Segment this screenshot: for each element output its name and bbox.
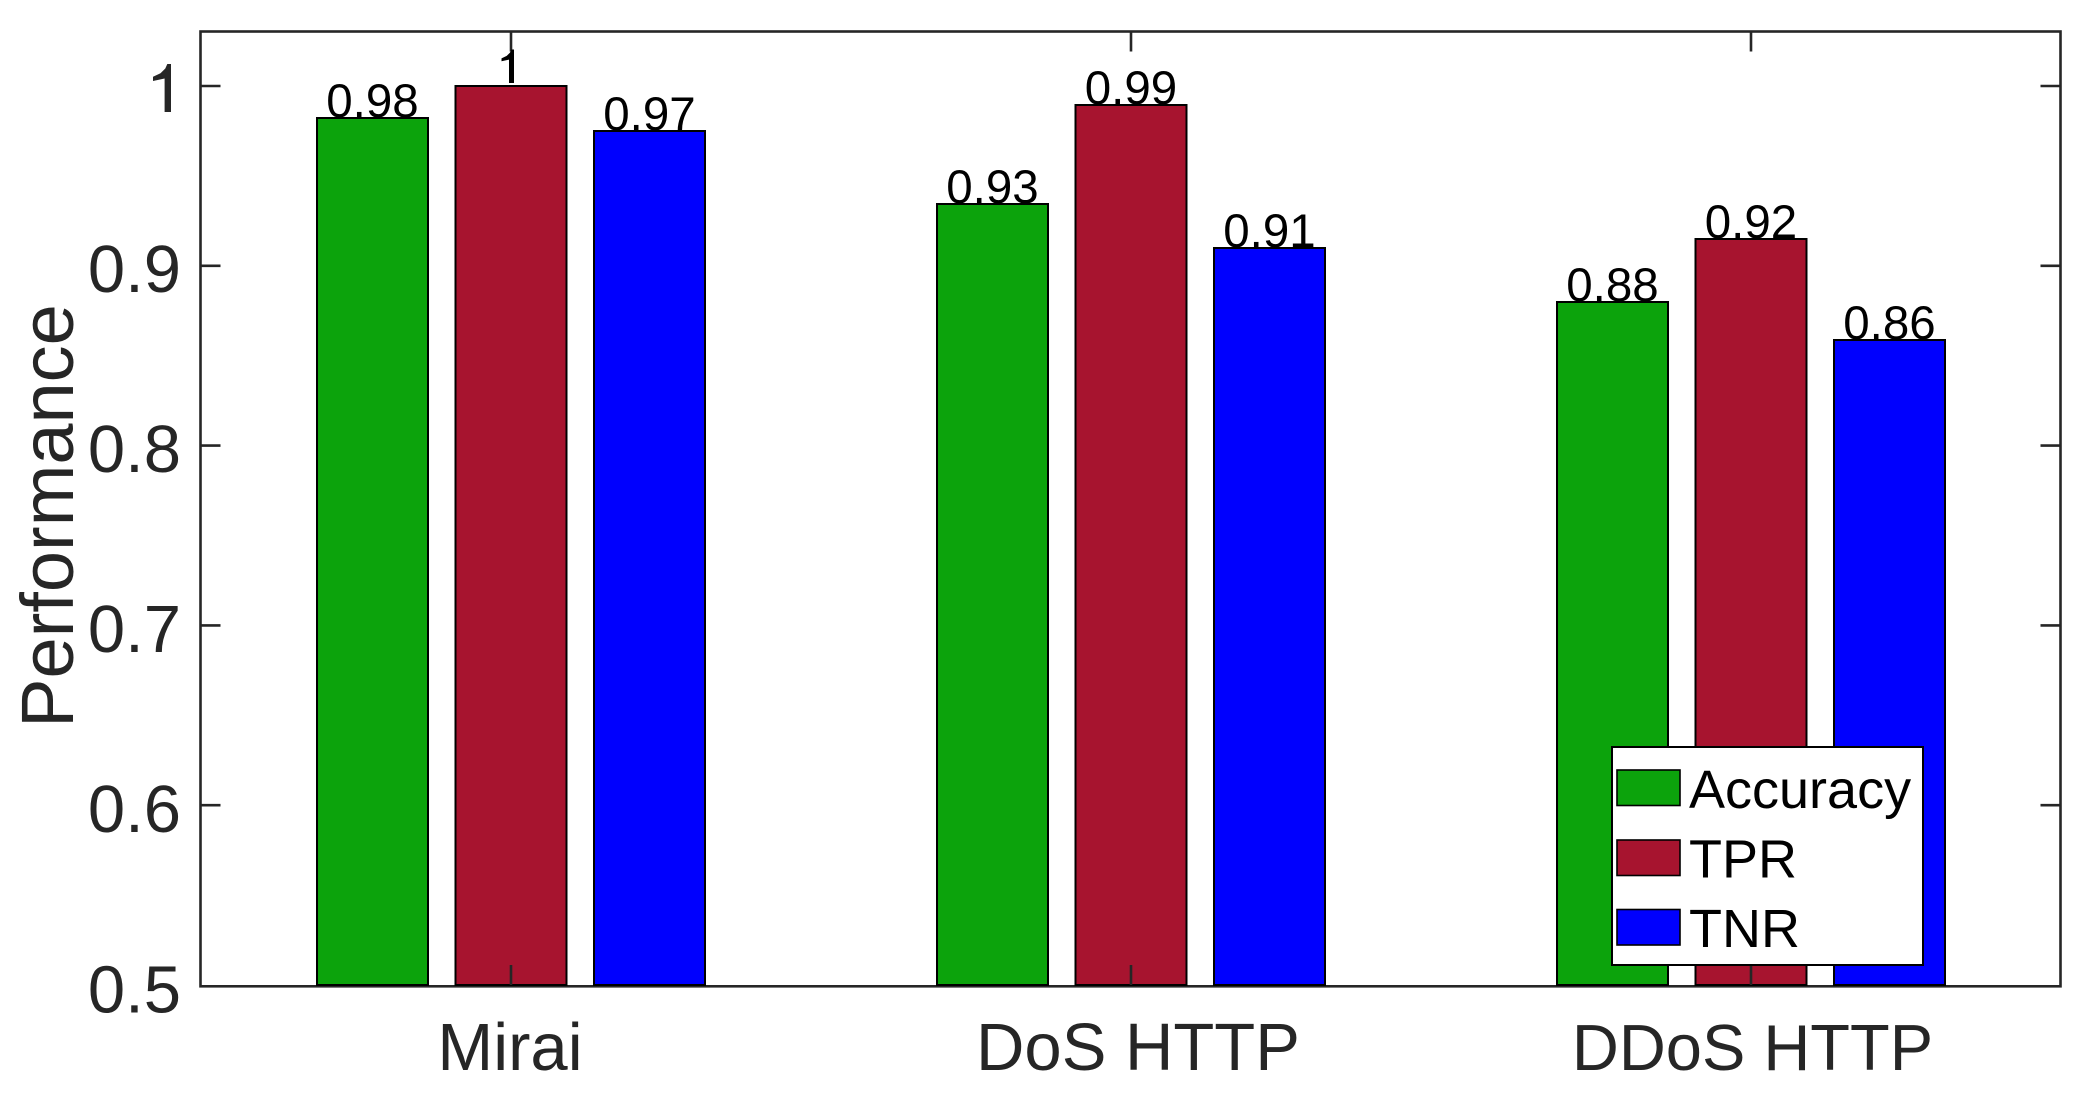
svg-text:TNR: TNR: [1689, 899, 1800, 959]
svg-text:0.7: 0.7: [88, 592, 181, 667]
svg-text:0.98: 0.98: [326, 75, 418, 128]
svg-text:0.97: 0.97: [603, 88, 695, 141]
svg-text:0.5: 0.5: [88, 952, 181, 1027]
svg-text:DoS HTTP: DoS HTTP: [976, 1010, 1300, 1085]
svg-text:0.9: 0.9: [88, 232, 181, 307]
svg-text:TPR: TPR: [1689, 830, 1797, 890]
svg-text:0.91: 0.91: [1223, 205, 1315, 258]
svg-text:0.6: 0.6: [88, 772, 181, 847]
svg-text:Mirai: Mirai: [437, 1010, 582, 1085]
svg-text:Accuracy: Accuracy: [1689, 760, 1911, 820]
svg-text:0.92: 0.92: [1705, 196, 1797, 249]
svg-text:0.8: 0.8: [88, 412, 181, 487]
svg-text:0.86: 0.86: [1843, 297, 1935, 350]
svg-text:0.99: 0.99: [1085, 62, 1177, 115]
svg-text:Performance: Performance: [6, 304, 89, 728]
svg-text:DDoS HTTP: DDoS HTTP: [1572, 1011, 1933, 1084]
svg-text:0.88: 0.88: [1566, 259, 1658, 312]
svg-text:0.93: 0.93: [946, 161, 1038, 214]
